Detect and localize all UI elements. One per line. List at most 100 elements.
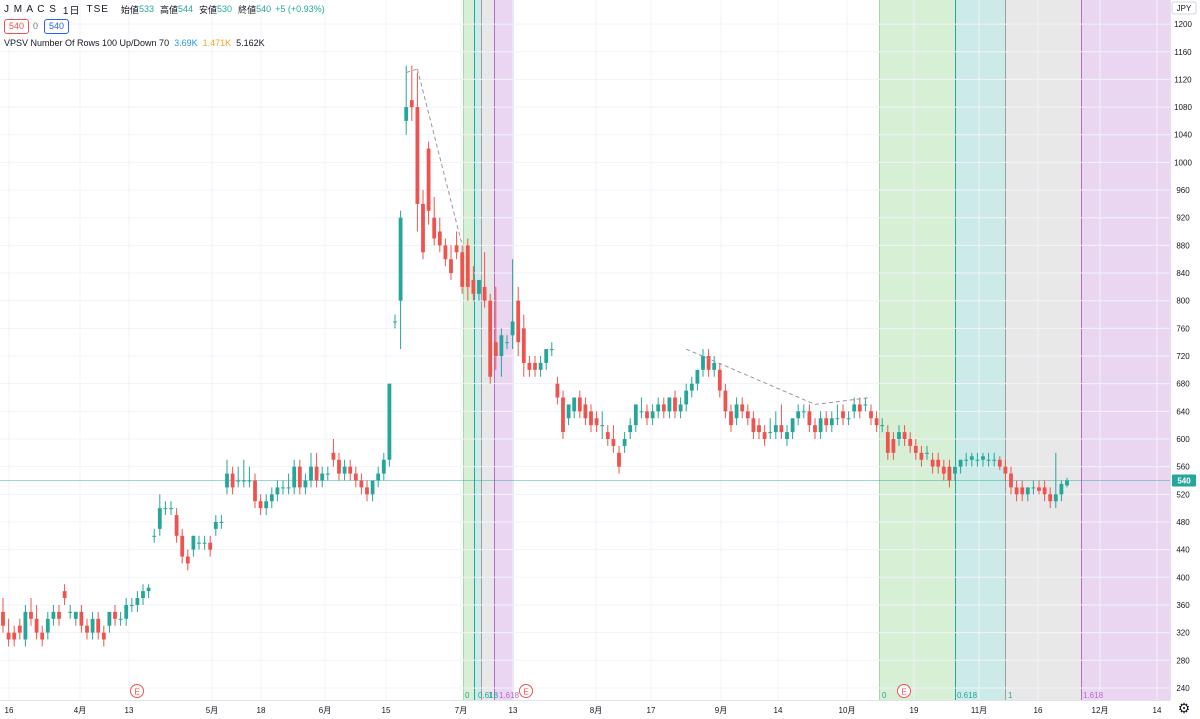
candle-body[interactable] [885, 432, 890, 453]
candle-body[interactable] [185, 556, 190, 564]
candle-body[interactable] [6, 632, 11, 640]
candle-body[interactable] [723, 390, 728, 412]
candle-body[interactable] [1020, 487, 1025, 495]
candle-body[interactable] [197, 542, 201, 544]
candle-body[interactable] [303, 480, 308, 488]
candle-body[interactable] [398, 217, 403, 301]
candle-body[interactable] [174, 515, 179, 536]
candle-body[interactable] [90, 618, 95, 633]
candle-body[interactable] [96, 618, 101, 633]
candle-body[interactable] [359, 480, 364, 488]
candle-body[interactable] [667, 397, 672, 412]
candle-body[interactable] [555, 383, 560, 398]
candle-body[interactable] [208, 542, 213, 550]
candle-body[interactable] [113, 611, 117, 619]
candle-body[interactable] [325, 473, 330, 475]
candle-body[interactable] [51, 611, 56, 619]
candle-body[interactable] [292, 466, 297, 488]
candle-body[interactable] [1037, 487, 1041, 491]
candle-body[interactable] [45, 618, 50, 633]
candle-body[interactable] [656, 404, 661, 412]
candle-body[interactable] [813, 425, 817, 433]
candle-body[interactable] [34, 618, 39, 633]
candle-body[interactable] [488, 300, 493, 377]
candle-body[interactable] [348, 466, 353, 474]
candle-body[interactable] [482, 286, 487, 301]
candle-body[interactable] [684, 390, 689, 405]
candle-body[interactable] [281, 487, 285, 489]
candle-body[interactable] [415, 107, 420, 204]
candle-body[interactable] [376, 473, 381, 481]
candle-body[interactable] [107, 611, 112, 626]
candle-body[interactable] [594, 418, 599, 426]
candle-body[interactable] [913, 445, 918, 453]
candle-body[interactable] [796, 411, 801, 419]
candle-body[interactable] [706, 356, 711, 370]
candle-body[interactable] [499, 335, 504, 357]
candle-body[interactable] [1048, 494, 1053, 502]
candle-body[interactable] [365, 487, 369, 495]
candle-body[interactable] [404, 107, 409, 121]
candle-body[interactable] [841, 411, 845, 419]
candle-body[interactable] [981, 456, 985, 460]
candle-body[interactable] [639, 411, 644, 413]
earnings-marker[interactable] [897, 684, 911, 698]
candle-body[interactable] [516, 300, 521, 343]
candle-body[interactable] [779, 425, 784, 433]
candle-body[interactable] [527, 362, 532, 370]
candle-body[interactable] [1014, 487, 1019, 495]
candle-body[interactable] [157, 508, 162, 529]
candle-body[interactable] [762, 432, 767, 439]
candle-body[interactable] [572, 397, 577, 412]
candle-body[interactable] [409, 100, 414, 108]
candle-body[interactable] [566, 404, 571, 419]
candle-body[interactable] [992, 459, 997, 461]
candle-body[interactable] [947, 466, 952, 481]
candle-body[interactable] [152, 535, 157, 537]
candle-body[interactable] [785, 432, 789, 439]
candle-body[interactable] [342, 466, 347, 474]
candle-body[interactable] [577, 397, 582, 412]
price-scale-panel[interactable] [1170, 0, 1200, 719]
candle-body[interactable] [241, 480, 246, 482]
candle-body[interactable] [544, 349, 549, 363]
earnings-marker[interactable] [519, 684, 533, 698]
candle-body[interactable] [432, 217, 437, 239]
candle-body[interactable] [953, 466, 957, 474]
candle-body[interactable] [309, 466, 313, 481]
candle-body[interactable] [85, 625, 89, 633]
candle-body[interactable] [600, 425, 605, 427]
candle-body[interactable] [740, 404, 745, 412]
candle-body[interactable] [297, 466, 302, 488]
candle-body[interactable] [12, 632, 17, 640]
candle-body[interactable] [745, 411, 750, 419]
candle-body[interactable] [29, 611, 33, 619]
candle-body[interactable] [678, 404, 683, 412]
candle-body[interactable] [437, 231, 442, 246]
candle-body[interactable] [622, 439, 627, 446]
candle-body[interactable] [62, 591, 67, 599]
candle-body[interactable] [219, 521, 224, 523]
candle-body[interactable] [1065, 480, 1069, 486]
candle-body[interactable] [969, 456, 974, 460]
interval-label[interactable]: 1日 [62, 5, 81, 17]
candle-body[interactable] [857, 404, 862, 412]
candle-body[interactable] [801, 411, 806, 413]
candle-body[interactable] [589, 411, 593, 426]
candle-body[interactable] [673, 397, 677, 412]
candle-body[interactable] [645, 411, 649, 419]
candle-body[interactable] [712, 362, 717, 370]
candle-body[interactable] [874, 418, 879, 426]
candle-body[interactable] [583, 404, 588, 419]
symbol-name[interactable]: J M A C S [4, 3, 57, 15]
candle-body[interactable] [773, 425, 778, 433]
candle-body[interactable] [505, 342, 509, 344]
candle-body[interactable] [689, 383, 694, 391]
candle-body[interactable] [213, 521, 218, 529]
candle-body[interactable] [421, 203, 425, 253]
candle-body[interactable] [807, 411, 812, 426]
candle-body[interactable] [975, 459, 980, 461]
candle-body[interactable] [73, 611, 78, 619]
candle-body[interactable] [717, 369, 722, 391]
